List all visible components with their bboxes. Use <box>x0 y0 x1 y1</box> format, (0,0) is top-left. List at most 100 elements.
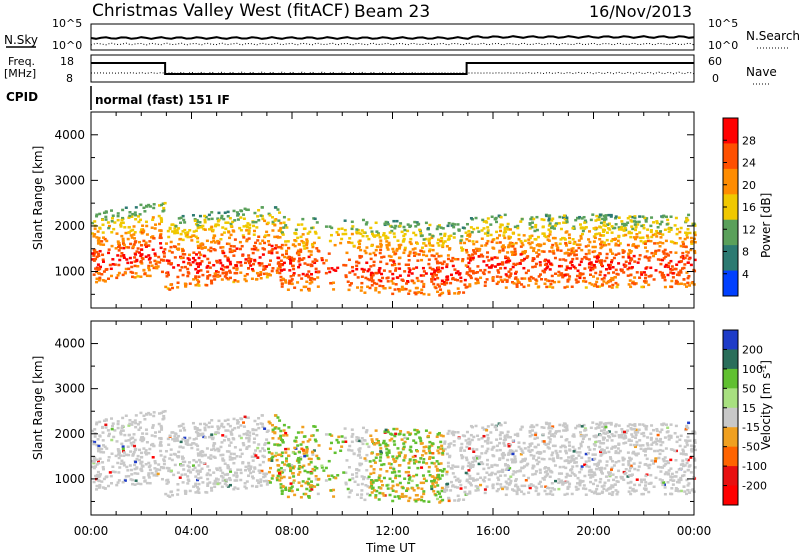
power-cell <box>350 220 354 224</box>
power-cell <box>91 221 95 225</box>
velocity-cell <box>499 474 503 477</box>
power-cell <box>124 231 128 235</box>
velocity-cell <box>379 468 383 471</box>
velocity-cell <box>599 450 603 454</box>
velocity-cell <box>629 439 633 443</box>
power-cell <box>258 242 262 245</box>
velocity-cell <box>561 483 565 486</box>
velocity-cell <box>609 457 613 461</box>
velocity-cell <box>688 491 692 494</box>
velocity-cell <box>330 474 334 477</box>
velocity-cell <box>540 426 544 429</box>
velocity-cell <box>305 487 309 491</box>
velocity-cell <box>617 469 621 473</box>
power-cell <box>159 216 163 220</box>
velocity-cell <box>381 483 385 487</box>
velocity-cell <box>226 429 230 432</box>
velocity-cell <box>97 474 101 477</box>
velocity-cell <box>669 478 673 482</box>
velocity-cell <box>431 483 435 486</box>
power-cell <box>370 244 374 248</box>
velocity-cell <box>450 432 454 435</box>
power-cell <box>221 245 225 249</box>
power-cell <box>186 231 190 234</box>
power-cell <box>190 239 194 242</box>
velocity-cell <box>370 438 374 441</box>
velocity-cell <box>643 450 647 453</box>
velocity-cell <box>684 453 688 456</box>
velocity-cell <box>674 475 678 478</box>
velocity-cell <box>589 476 593 479</box>
power-cell <box>588 281 592 285</box>
power-cell <box>564 259 568 262</box>
power-cell <box>265 230 269 234</box>
velocity-cell <box>658 430 662 434</box>
velocity-cell <box>145 432 149 436</box>
velocity-cell <box>642 487 646 490</box>
velocity-cell <box>602 449 606 452</box>
velocity-cell <box>162 459 166 463</box>
velocity-cell <box>152 444 156 448</box>
velocity-cell <box>600 470 604 474</box>
velocity-cell <box>270 452 274 455</box>
power-cell <box>650 251 654 255</box>
power-cell <box>217 218 221 222</box>
velocity-cell <box>153 467 157 470</box>
velocity-cell <box>626 451 630 454</box>
velocity-cell <box>644 488 648 492</box>
power-cell <box>398 256 402 260</box>
power-cell <box>399 222 403 225</box>
velocity-cell <box>501 487 505 491</box>
power-cell <box>443 280 447 284</box>
velocity-cell <box>636 468 640 472</box>
power-cell <box>626 267 630 271</box>
power-cell <box>614 281 618 285</box>
power-cell <box>356 286 360 289</box>
power-cell <box>248 226 252 229</box>
velocity-cell <box>245 447 249 451</box>
power-cell <box>477 230 481 233</box>
velocity-cell <box>498 433 502 437</box>
velocity-cell <box>254 454 258 457</box>
power-cell <box>578 215 582 219</box>
power-cell <box>346 280 350 283</box>
velocity-cell <box>567 456 571 459</box>
velocity-cell <box>369 472 373 476</box>
power-cell <box>181 256 185 259</box>
power-cell <box>209 249 213 253</box>
velocity-cell <box>599 448 603 452</box>
power-cell <box>110 274 114 278</box>
power-cell <box>268 259 272 262</box>
power-cell <box>609 250 613 253</box>
power-cell <box>465 272 469 275</box>
nsky-series <box>90 35 695 40</box>
power-cell <box>252 224 256 228</box>
power-cell <box>115 232 119 235</box>
power-cell <box>584 245 588 248</box>
velocity-cell <box>565 427 569 430</box>
velocity-cell <box>601 425 605 429</box>
power-cell <box>393 235 397 239</box>
velocity-cell <box>197 491 201 495</box>
power-cell <box>316 276 320 279</box>
velocity-cell <box>436 478 440 481</box>
velocity-cell <box>622 430 626 434</box>
power-cell <box>194 267 198 271</box>
velocity-cell <box>316 457 320 460</box>
power-cell <box>509 241 513 245</box>
velocity-cell <box>327 459 331 463</box>
power-cell <box>404 263 408 267</box>
power-cell <box>263 235 267 239</box>
power-cell <box>486 251 490 254</box>
velocity-cell <box>313 485 317 488</box>
power-cell <box>683 256 687 260</box>
power-cell <box>302 227 306 231</box>
velocity-cell <box>424 479 428 483</box>
power-cell <box>364 251 368 255</box>
power-cell <box>236 261 240 264</box>
power-cell <box>515 283 519 286</box>
power-cell <box>392 232 396 235</box>
power-cell <box>688 231 692 235</box>
velocity-cell <box>407 470 411 474</box>
velocity-cell <box>639 478 643 482</box>
